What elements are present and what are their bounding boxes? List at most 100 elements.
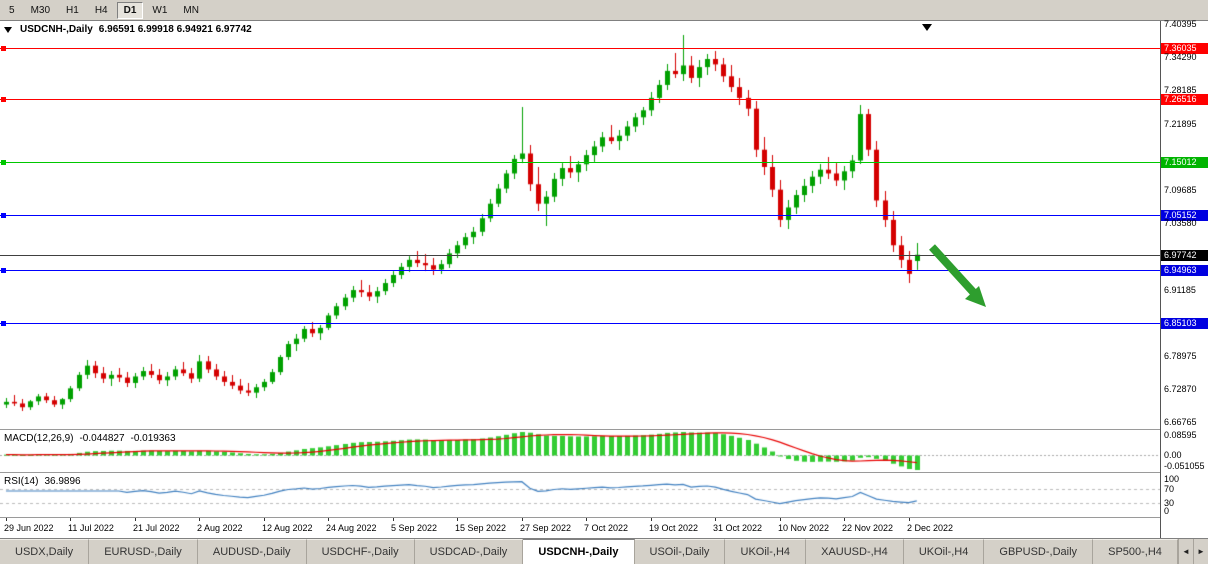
date-label: 7 Oct 2022 <box>584 523 629 533</box>
support-line-3[interactable] <box>0 323 1160 324</box>
date-tick <box>70 518 71 521</box>
timeframe-button-m30[interactable]: M30 <box>23 1 58 19</box>
chart-shift-marker-icon[interactable] <box>922 24 932 31</box>
chart-tab-gbpusd-daily[interactable]: GBPUSD-,Daily <box>984 539 1094 564</box>
date-tick <box>586 518 587 521</box>
date-tick <box>6 518 7 521</box>
timeframe-button-w1[interactable]: W1 <box>145 1 175 19</box>
chart-tab-usdcnh-daily[interactable]: USDCNH-,Daily <box>523 539 635 564</box>
date-label: 19 Oct 2022 <box>649 523 699 533</box>
date-label: 11 Jul 2022 <box>68 523 114 533</box>
date-tick <box>844 518 845 521</box>
date-label: 27 Sep 2022 <box>520 523 572 533</box>
main-pane[interactable]: USDCNH-,Daily 6.96591 6.99918 6.94921 6.… <box>0 21 1160 429</box>
price-axis-label-black: 6.97742 <box>1161 250 1208 261</box>
date-label: 31 Oct 2022 <box>713 523 763 533</box>
price-axis-label: 6.78975 <box>1164 351 1197 361</box>
rsi-value: 36.9896 <box>44 476 81 487</box>
date-label: 5 Sep 2022 <box>391 523 438 533</box>
support-line-2-handle[interactable] <box>1 268 6 273</box>
macd-pane[interactable]: MACD(12,26,9) -0.044827 -0.019363 <box>0 430 1160 472</box>
date-tick <box>264 518 265 521</box>
chart-tabbar: USDX,Daily EURUSD-,Daily AUDUSD-,Daily USDC… <box>0 538 1208 564</box>
tab-scroll-left[interactable]: ◄ <box>1177 539 1193 564</box>
resistance-line-2[interactable] <box>0 99 1160 100</box>
resistance-line-1-handle[interactable] <box>1 46 6 51</box>
rsi-pane[interactable]: RSI(14) 36.9896 <box>0 473 1160 517</box>
support-line-2[interactable] <box>0 270 1160 271</box>
chart-tab-eurusd-daily[interactable]: EURUSD-,Daily <box>89 539 198 564</box>
candlestick-canvas[interactable] <box>0 21 1160 429</box>
pane-separator[interactable] <box>0 429 1160 430</box>
pane-separator[interactable] <box>0 517 1160 518</box>
price-axis-label: 7.34290 <box>1164 52 1197 62</box>
timeframe-button-5[interactable]: 5 <box>2 1 22 19</box>
chart-tab-sp500-h4[interactable]: SP500-,H4 <box>1093 539 1178 564</box>
date-tick <box>457 518 458 521</box>
chart-ohlc-values: 6.96591 6.99918 6.94921 6.97742 <box>98 24 252 35</box>
price-axis-label-blue: 6.85103 <box>1161 318 1208 329</box>
current-price-line[interactable] <box>0 255 1160 256</box>
chart-tab-usdx-daily[interactable]: USDX,Daily <box>0 539 90 564</box>
macd-indicator-name: MACD(12,26,9) <box>4 433 74 444</box>
symbol-marker-icon <box>4 26 12 33</box>
chart-tab-xauusd-h4[interactable]: XAUUSD-,H4 <box>806 539 904 564</box>
macd-value-signal: -0.019363 <box>130 433 176 444</box>
support-line-1-handle[interactable] <box>1 213 6 218</box>
macd-canvas[interactable] <box>0 430 1160 472</box>
price-axis-label-red: 7.26516 <box>1161 94 1208 105</box>
chart-symbol-label: USDCNH-,Daily <box>20 24 93 35</box>
rsi-indicator-name: RSI(14) <box>4 476 39 487</box>
resistance-line-1[interactable] <box>0 48 1160 49</box>
chart-tab-audusd-daily[interactable]: AUDUSD-,Daily <box>197 539 307 564</box>
macd-value-main: -0.044827 <box>79 433 125 444</box>
chart-tab-usdchf-daily[interactable]: USDCHF-,Daily <box>306 539 415 564</box>
date-axis[interactable]: 29 Jun 2022 11 Jul 2022 21 Jul 2022 2 Aug 2… <box>0 518 1160 538</box>
price-axis-label: 7.03580 <box>1164 218 1197 228</box>
timeframe-button-h1[interactable]: H1 <box>59 1 86 19</box>
price-axis-label: 7.09685 <box>1164 185 1197 195</box>
rsi-axis-label: 70 <box>1164 484 1175 494</box>
macd-axis-label: 0.00 <box>1164 450 1182 460</box>
macd-label: MACD(12,26,9) -0.044827 -0.019363 <box>4 433 176 444</box>
timeframe-button-d1[interactable]: D1 <box>116 1 144 19</box>
support-line-3-handle[interactable] <box>1 321 6 326</box>
chart-tab-usdcad-daily[interactable]: USDCAD-,Daily <box>414 539 524 564</box>
sell-trend-arrow-icon[interactable] <box>924 239 1004 329</box>
date-tick <box>715 518 716 521</box>
chart-tab-ukoil-h4[interactable]: UKOil-,H4 <box>903 539 985 564</box>
price-axis-label-red: 7.36035 <box>1161 43 1208 54</box>
date-tick <box>651 518 652 521</box>
date-tick <box>135 518 136 521</box>
date-tick <box>328 518 329 521</box>
timeframe-button-mn[interactable]: MN <box>176 1 206 19</box>
date-tick <box>909 518 910 521</box>
support-line-1[interactable] <box>0 215 1160 216</box>
date-tick <box>522 518 523 521</box>
date-label: 2 Aug 2022 <box>197 523 243 533</box>
chart-tab-usoil-daily[interactable]: USOil-,Daily <box>634 539 726 564</box>
chart-panes: USDCNH-,Daily 6.96591 6.99918 6.94921 6.… <box>0 21 1160 538</box>
date-label: 24 Aug 2022 <box>326 523 377 533</box>
date-label: 22 Nov 2022 <box>842 523 894 533</box>
price-axis-label: 7.40395 <box>1164 19 1197 29</box>
timeframe-button-h4[interactable]: H4 <box>87 1 115 19</box>
price-axis-label-green: 7.15012 <box>1161 157 1208 168</box>
pivot-line-green[interactable] <box>0 162 1160 163</box>
tab-scroll-right[interactable]: ► <box>1192 539 1208 564</box>
price-axis-label-blue: 6.94963 <box>1161 265 1208 276</box>
resistance-line-2-handle[interactable] <box>1 97 6 102</box>
rsi-canvas[interactable] <box>0 473 1160 517</box>
date-tick <box>393 518 394 521</box>
rsi-axis-label: 0 <box>1164 506 1170 516</box>
date-label: 21 Jul 2022 <box>133 523 180 533</box>
price-axis-label: 6.66765 <box>1164 417 1197 427</box>
rsi-axis-label: 100 <box>1164 474 1180 484</box>
date-tick <box>199 518 200 521</box>
pane-separator[interactable] <box>0 472 1160 473</box>
price-axis-label: 6.91185 <box>1164 285 1196 295</box>
chart-tab-ukoil-h4[interactable]: UKOil-,H4 <box>725 539 807 564</box>
rsi-axis-label: 30 <box>1164 498 1175 508</box>
price-axis[interactable]: 7.40395 7.36035 7.34290 7.28185 7.26516 7.218… <box>1160 19 1208 538</box>
pivot-line-green-handle[interactable] <box>1 160 6 165</box>
